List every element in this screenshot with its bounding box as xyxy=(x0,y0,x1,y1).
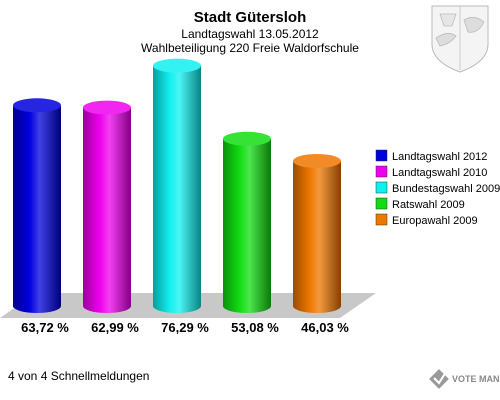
bar-body xyxy=(83,107,131,313)
bar xyxy=(223,131,271,313)
legend-item: Landtagswahl 2012 xyxy=(375,149,487,163)
bar-top xyxy=(293,154,341,169)
vote-manager-logo: VOTE MANAGER xyxy=(429,369,500,389)
legend-item: Europawahl 2009 xyxy=(375,213,478,227)
legend-label: Ratswahl 2009 xyxy=(392,199,465,211)
legend-swatch xyxy=(375,181,388,194)
chart-subtitle: Landtagswahl 13.05.2012 xyxy=(181,27,319,41)
value-label-group: 63,72 % 62,99 % 76,29 % 53,08 % 46,03 % xyxy=(21,320,349,335)
logo-text: VOTE MANAGER xyxy=(452,374,500,384)
bar xyxy=(293,154,341,313)
bar-top xyxy=(153,58,201,73)
value-label: 63,72 % xyxy=(21,320,69,335)
legend-label: Bundestagswahl 2009 xyxy=(392,183,500,195)
value-label: 46,03 % xyxy=(301,320,349,335)
chart-title: Stadt Gütersloh xyxy=(194,9,307,26)
legend-item: Landtagswahl 2010 xyxy=(375,165,487,179)
legend: Landtagswahl 2012 Landtagswahl 2010 Bundes… xyxy=(375,149,500,227)
legend-swatch xyxy=(375,149,388,162)
bar-body xyxy=(223,138,271,313)
bar xyxy=(83,100,131,313)
footer-text: 4 von 4 Schnellmeldungen xyxy=(8,369,149,383)
bar-top xyxy=(223,131,271,146)
legend-label: Europawahl 2009 xyxy=(392,215,478,227)
legend-item: Ratswahl 2009 xyxy=(375,197,465,211)
chart-subtitle-2: Wahlbeteiligung 220 Freie Waldorfschule xyxy=(141,41,359,55)
bar-top xyxy=(13,98,61,113)
legend-swatch xyxy=(375,213,388,226)
bar-body xyxy=(293,161,341,313)
legend-item: Bundestagswahl 2009 xyxy=(375,181,500,195)
value-label: 76,29 % xyxy=(161,320,209,335)
bar-body xyxy=(13,105,61,313)
legend-label: Landtagswahl 2012 xyxy=(392,151,487,163)
legend-label: Landtagswahl 2010 xyxy=(392,167,487,179)
legend-swatch xyxy=(375,165,388,178)
bar-body xyxy=(153,65,201,314)
value-label: 62,99 % xyxy=(91,320,139,335)
bar-top xyxy=(83,100,131,115)
value-label: 53,08 % xyxy=(231,320,279,335)
bar xyxy=(13,98,61,313)
legend-swatch xyxy=(375,197,388,210)
nrw-crest-icon xyxy=(431,5,489,73)
bar-group xyxy=(13,58,341,314)
bar xyxy=(153,58,201,314)
